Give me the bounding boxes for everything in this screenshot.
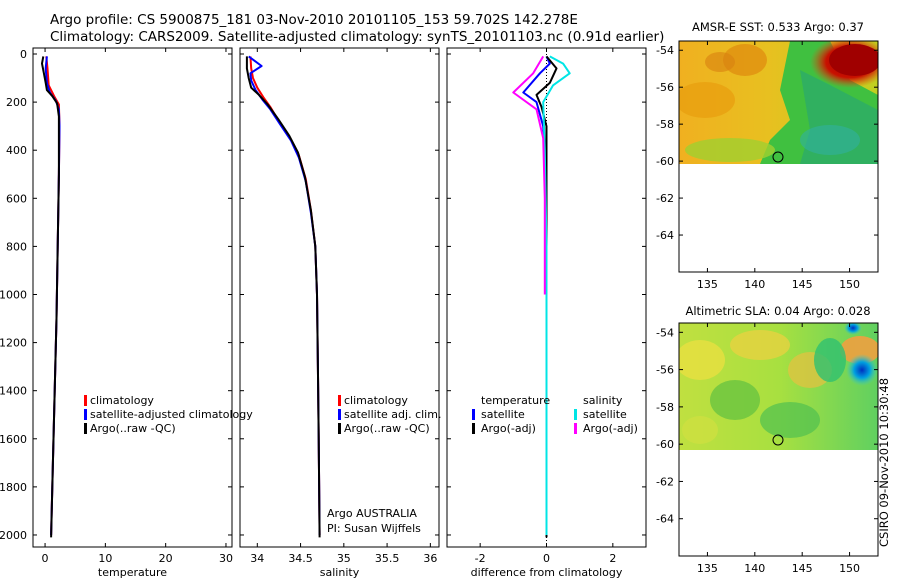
y-tick-label: 1800	[0, 481, 27, 494]
legend-swatch-argo	[338, 423, 341, 434]
map-x-tick-label: 135	[697, 278, 718, 291]
temperature-panel: 0 10 20 30 0 200 400 600 800 1000 1200 1400 1600 1800…	[0, 47, 233, 579]
x-axis-label: salinity	[320, 566, 360, 579]
legend-label: Argo(-adj)	[481, 422, 536, 435]
y-tick-label: 800	[6, 240, 27, 253]
y-tick-label: 1400	[0, 385, 27, 398]
sst-map-panel: AMSR-E SST: 0.533 Argo: 0.37 135 140 145 15…	[656, 20, 879, 291]
legend-label: Argo(..raw -QC)	[90, 422, 176, 435]
legend-swatch-sal-satellite	[574, 409, 577, 420]
legend-swatch-satellite	[84, 409, 87, 420]
legend-label: satellite-adjusted climatology	[90, 408, 253, 421]
annotation-pi: PI: Susan Wijffels	[327, 522, 421, 535]
series-line-black	[535, 55, 558, 538]
y-tick-label: 2000	[0, 529, 27, 542]
legend-swatch-satellite	[338, 409, 341, 420]
salinity-legend: climatology satellite adj. clim. Argo(..…	[327, 394, 441, 535]
y-tick-label: 0	[20, 48, 27, 61]
legend-label: Argo(-adj)	[583, 422, 638, 435]
legend-swatch-argo	[84, 423, 87, 434]
map-x-tick-label: 150	[839, 562, 860, 575]
map-y-tick-label: -60	[656, 155, 674, 168]
legend-label: satellite	[481, 408, 525, 421]
map-y-tick-label: -56	[656, 81, 674, 94]
figure-title-line2: Climatology: CARS2009. Satellite-adjuste…	[50, 29, 665, 45]
legend-header-salinity: salinity	[583, 394, 623, 407]
legend-swatch-temp-satellite	[472, 409, 475, 420]
series-line-black	[245, 56, 321, 538]
map-y-tick-label: -62	[656, 192, 674, 205]
map-y-tick-label: -54	[656, 326, 674, 339]
x-axis-label: difference from climatology	[471, 566, 623, 579]
sla-map-image	[679, 323, 878, 450]
y-tick-label: 400	[6, 144, 27, 157]
map-y-tick-label: -58	[656, 118, 674, 131]
sst-float-marker	[772, 151, 784, 163]
x-tick-label: 20	[159, 552, 173, 565]
map-x-tick-label: 140	[744, 278, 765, 291]
plot-frame	[32, 47, 233, 548]
legend-swatch-climatology	[338, 395, 341, 406]
x-tick-label: 35.5	[375, 552, 400, 565]
legend-header-temperature: temperature	[481, 394, 550, 407]
map-y-tick-label: -54	[656, 44, 674, 57]
map-y-tick-label: -56	[656, 364, 674, 377]
x-axis-label: temperature	[98, 566, 167, 579]
legend-swatch-temp-argo	[472, 423, 475, 434]
x-tick-label: 34	[250, 552, 264, 565]
series-line-cyan	[542, 55, 571, 535]
map-y-tick-label: -58	[656, 401, 674, 414]
legend-swatch-sal-argo	[574, 423, 577, 434]
sst-map-title: AMSR-E SST: 0.533 Argo: 0.37	[692, 20, 864, 34]
figure-title-line1: Argo profile: CS 5900875_181 03-Nov-2010…	[50, 12, 578, 28]
sla-map-frame	[678, 322, 879, 557]
legend-label: climatology	[344, 394, 408, 407]
difference-legend: temperature salinity satellite Argo(-adj…	[472, 394, 638, 435]
x-tick-label: 35	[337, 552, 351, 565]
annotation-institution: Argo AUSTRALIA	[327, 507, 417, 520]
y-tick-label: 1600	[0, 433, 27, 446]
legend-label: satellite adj. clim.	[344, 408, 441, 421]
map-y-tick-label: -64	[656, 513, 674, 526]
sla-float-marker	[772, 434, 784, 446]
legend-label: climatology	[90, 394, 154, 407]
map-x-tick-label: 150	[839, 278, 860, 291]
x-tick-label: -2	[475, 552, 486, 565]
x-tick-label: 34.5	[288, 552, 313, 565]
map-x-tick-label: 145	[792, 278, 813, 291]
x-tick-label: 36	[423, 552, 437, 565]
plot-frame	[239, 47, 440, 548]
legend-swatch-climatology	[84, 395, 87, 406]
series-line-magenta	[512, 55, 546, 295]
sla-map-title: Altimetric SLA: 0.04 Argo: 0.028	[685, 304, 870, 318]
sst-map-image	[679, 41, 878, 164]
map-x-tick-label: 145	[792, 562, 813, 575]
map-x-tick-label: 140	[744, 562, 765, 575]
y-tick-label: 1000	[0, 288, 27, 301]
salinity-panel: 34 34.5 35 35.5 36 salinity	[239, 47, 440, 579]
temperature-legend: climatology satellite-adjusted climatolo…	[84, 394, 253, 435]
x-tick-label: 0	[42, 552, 49, 565]
sla-map-panel: Altimetric SLA: 0.04 Argo: 0.028 135 140 1…	[656, 304, 879, 575]
x-tick-label: 0	[543, 552, 550, 565]
series-line-black	[41, 56, 60, 538]
map-y-tick-label: -64	[656, 229, 674, 242]
x-tick-label: 10	[98, 552, 112, 565]
sst-map-frame	[678, 40, 879, 273]
y-tick-label: 200	[6, 96, 27, 109]
map-y-tick-label: -60	[656, 438, 674, 451]
map-x-tick-label: 135	[697, 562, 718, 575]
y-tick-label: 600	[6, 192, 27, 205]
legend-label: Argo(..raw -QC)	[344, 422, 430, 435]
x-tick-label: 2	[609, 552, 616, 565]
legend-label: satellite	[583, 408, 627, 421]
x-tick-label: 30	[219, 552, 233, 565]
map-y-tick-label: -62	[656, 475, 674, 488]
y-tick-label: 1200	[0, 337, 27, 350]
footer-credit: CSIRO 09-Nov-2010 10:30:48	[877, 377, 891, 547]
